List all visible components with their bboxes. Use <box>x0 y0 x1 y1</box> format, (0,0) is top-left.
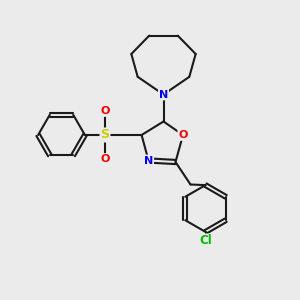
Text: S: S <box>100 128 109 142</box>
Text: N: N <box>159 89 168 100</box>
Text: N: N <box>144 155 153 166</box>
Text: O: O <box>100 106 110 116</box>
Text: Cl: Cl <box>199 234 212 248</box>
Text: O: O <box>178 130 188 140</box>
Text: O: O <box>100 154 110 164</box>
